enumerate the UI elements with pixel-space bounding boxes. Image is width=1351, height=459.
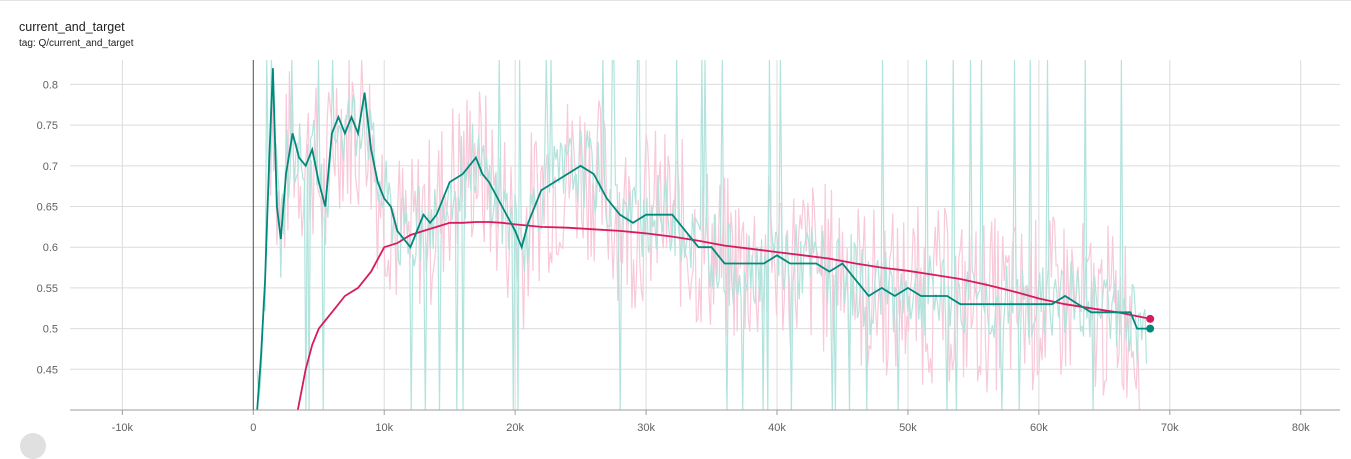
- y-tick-label: 0.65: [37, 202, 58, 214]
- x-tick-label: 10k: [375, 422, 393, 434]
- x-tick-label: 0: [250, 422, 256, 434]
- x-tick-label: 30k: [637, 422, 655, 434]
- scalar-chart[interactable]: -10k 0 10k 20k 30k 40k 50k 60k 70k 80k 0.45 0.5 0.55…: [0, 0, 1351, 440]
- series-target-line: [296, 221, 1151, 410]
- top-divider: [0, 0, 1351, 1]
- y-tick-label: 0.5: [43, 324, 58, 336]
- x-tick-label: 70k: [1161, 422, 1179, 434]
- x-tick-label: 60k: [1030, 422, 1048, 434]
- card-title: current_and_target: [19, 20, 125, 34]
- y-tick-label: 0.55: [37, 283, 58, 295]
- axis-layer: -10k 0 10k 20k 30k 40k 50k 60k 70k 80k 0.45 0.5 0.55…: [37, 60, 1340, 434]
- y-tick-label: 0.75: [37, 120, 58, 132]
- series-layer: [256, 68, 1151, 410]
- y-tick-label: 0.8: [43, 79, 58, 91]
- raw-noise-layer: [256, 60, 1148, 410]
- x-tick-label: 80k: [1292, 422, 1310, 434]
- series-current-endpoint: [1146, 324, 1155, 333]
- x-tick-label: 50k: [899, 422, 917, 434]
- current-raw-line: [256, 60, 1148, 410]
- y-tick-label: 0.45: [37, 364, 58, 376]
- fit-domain-button[interactable]: [20, 433, 46, 459]
- series-current-line: [256, 68, 1151, 410]
- series-target-endpoint: [1146, 314, 1155, 323]
- x-tick-label: 20k: [506, 422, 524, 434]
- x-tick-label: -10k: [112, 422, 134, 434]
- y-tick-label: 0.7: [43, 161, 58, 173]
- x-tick-label: 40k: [768, 422, 786, 434]
- card-tag: tag: Q/current_and_target: [19, 38, 134, 49]
- y-tick-label: 0.6: [43, 242, 58, 254]
